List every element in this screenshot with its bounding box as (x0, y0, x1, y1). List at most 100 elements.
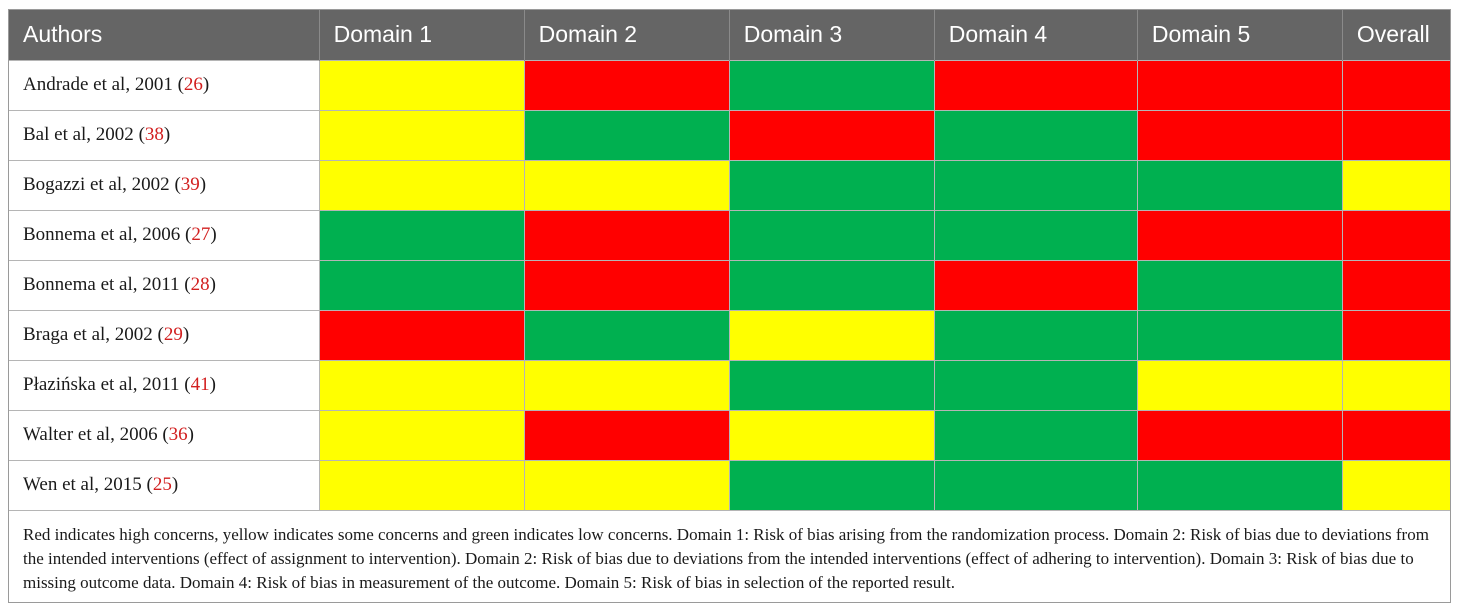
author-cell: Bogazzi et al, 2002 (39) (9, 159, 320, 211)
domain-3-rating-cell (728, 159, 935, 211)
author-cell: Wen et al, 2015 (25) (9, 459, 320, 511)
domain-4-rating-cell (933, 409, 1138, 461)
table-footnote: Red indicates high concerns, yellow indi… (23, 524, 1429, 592)
domain-3-rating-cell (728, 359, 935, 411)
author-name: Bogazzi et al, 2002 (23, 174, 170, 195)
author-name: Walter et al, 2006 (23, 424, 158, 445)
risk-of-bias-table: Authors Domain 1 Domain 2 Domain 3 Domai… (9, 10, 1450, 511)
domain-1-rating-cell (318, 409, 525, 461)
overall-rating-cell (1341, 459, 1450, 511)
domain-3-rating-cell (728, 109, 935, 161)
overall-rating-cell (1341, 59, 1450, 111)
domain-2-rating-cell (523, 359, 730, 411)
table-body: Andrade et al, 2001 (26) Bal et al, 2002 … (9, 59, 1450, 511)
domain-2-rating-cell (523, 209, 730, 261)
domain-5-rating-cell (1136, 459, 1343, 511)
domain-4-rating-cell (933, 159, 1138, 211)
author-name: Bal et al, 2002 (23, 124, 134, 145)
header-domain-1: Domain 1 (318, 10, 525, 60)
domain-4-rating-cell (933, 359, 1138, 411)
author-cell: Bal et al, 2002 (38) (9, 109, 320, 161)
overall-rating-cell (1341, 309, 1450, 361)
domain-4-rating-cell (933, 109, 1138, 161)
table-row: Bogazzi et al, 2002 (39) (9, 159, 1450, 211)
table-row: Bal et al, 2002 (38) (9, 109, 1450, 161)
author-cell: Bonnema et al, 2011 (28) (9, 259, 320, 311)
reference-link[interactable]: 25 (152, 474, 172, 495)
domain-2-rating-cell (523, 409, 730, 461)
table-row: Płazińska et al, 2011 (41) (9, 359, 1450, 411)
reference-link[interactable]: 41 (190, 374, 210, 395)
domain-5-rating-cell (1136, 409, 1343, 461)
table-row: Bonnema et al, 2011 (28) (9, 259, 1450, 311)
domain-4-rating-cell (933, 259, 1138, 311)
domain-5-rating-cell (1136, 109, 1343, 161)
reference-link[interactable]: 27 (191, 224, 211, 245)
domain-3-rating-cell (728, 309, 935, 361)
reference-link[interactable]: 28 (190, 274, 210, 295)
author-name: Płazińska et al, 2011 (23, 374, 180, 395)
header-authors: Authors (9, 10, 320, 60)
header-domain-5: Domain 5 (1136, 10, 1343, 60)
domain-2-rating-cell (523, 109, 730, 161)
domain-5-rating-cell (1136, 59, 1343, 111)
domain-3-rating-cell (728, 409, 935, 461)
domain-5-rating-cell (1136, 309, 1343, 361)
domain-1-rating-cell (318, 359, 525, 411)
domain-2-rating-cell (523, 259, 730, 311)
domain-1-rating-cell (318, 309, 525, 361)
overall-rating-cell (1341, 109, 1450, 161)
author-name: Braga et al, 2002 (23, 324, 153, 345)
overall-rating-cell (1341, 259, 1450, 311)
author-name: Andrade et al, 2001 (23, 74, 173, 95)
domain-3-rating-cell (728, 59, 935, 111)
table-row: Walter et al, 2006 (36) (9, 409, 1450, 461)
author-cell: Bonnema et al, 2006 (27) (9, 209, 320, 261)
domain-1-rating-cell (318, 459, 525, 511)
author-cell: Braga et al, 2002 (29) (9, 309, 320, 361)
overall-rating-cell (1341, 159, 1450, 211)
domain-5-rating-cell (1136, 359, 1343, 411)
risk-of-bias-table-frame: Authors Domain 1 Domain 2 Domain 3 Domai… (8, 9, 1451, 603)
domain-1-rating-cell (318, 59, 525, 111)
domain-1-rating-cell (318, 259, 525, 311)
reference-link[interactable]: 39 (180, 174, 200, 195)
domain-2-rating-cell (523, 59, 730, 111)
reference-link[interactable]: 36 (168, 424, 188, 445)
reference-link[interactable]: 38 (144, 124, 164, 145)
domain-2-rating-cell (523, 459, 730, 511)
header-domain-3: Domain 3 (728, 10, 935, 60)
header-domain-2: Domain 2 (523, 10, 730, 60)
author-cell: Walter et al, 2006 (36) (9, 409, 320, 461)
domain-4-rating-cell (933, 309, 1138, 361)
domain-4-rating-cell (933, 59, 1138, 111)
domain-5-rating-cell (1136, 259, 1343, 311)
table-row: Bonnema et al, 2006 (27) (9, 209, 1450, 261)
domain-3-rating-cell (728, 209, 935, 261)
reference-link[interactable]: 29 (163, 324, 183, 345)
domain-2-rating-cell (523, 159, 730, 211)
domain-2-rating-cell (523, 309, 730, 361)
header-domain-4: Domain 4 (933, 10, 1138, 60)
domain-1-rating-cell (318, 209, 525, 261)
header-overall: Overall (1341, 10, 1450, 60)
author-name: Wen et al, 2015 (23, 474, 142, 495)
overall-rating-cell (1341, 209, 1450, 261)
overall-rating-cell (1341, 409, 1450, 461)
author-cell: Andrade et al, 2001 (26) (9, 59, 320, 111)
domain-5-rating-cell (1136, 209, 1343, 261)
domain-4-rating-cell (933, 459, 1138, 511)
author-cell: Płazińska et al, 2011 (41) (9, 359, 320, 411)
table-row: Andrade et al, 2001 (26) (9, 59, 1450, 111)
table-row: Braga et al, 2002 (29) (9, 309, 1450, 361)
domain-1-rating-cell (318, 109, 525, 161)
domain-5-rating-cell (1136, 159, 1343, 211)
domain-3-rating-cell (728, 459, 935, 511)
domain-4-rating-cell (933, 209, 1138, 261)
overall-rating-cell (1341, 359, 1450, 411)
domain-3-rating-cell (728, 259, 935, 311)
author-name: Bonnema et al, 2011 (23, 274, 180, 295)
header-row: Authors Domain 1 Domain 2 Domain 3 Domai… (9, 10, 1450, 60)
reference-link[interactable]: 26 (183, 74, 203, 95)
domain-1-rating-cell (318, 159, 525, 211)
